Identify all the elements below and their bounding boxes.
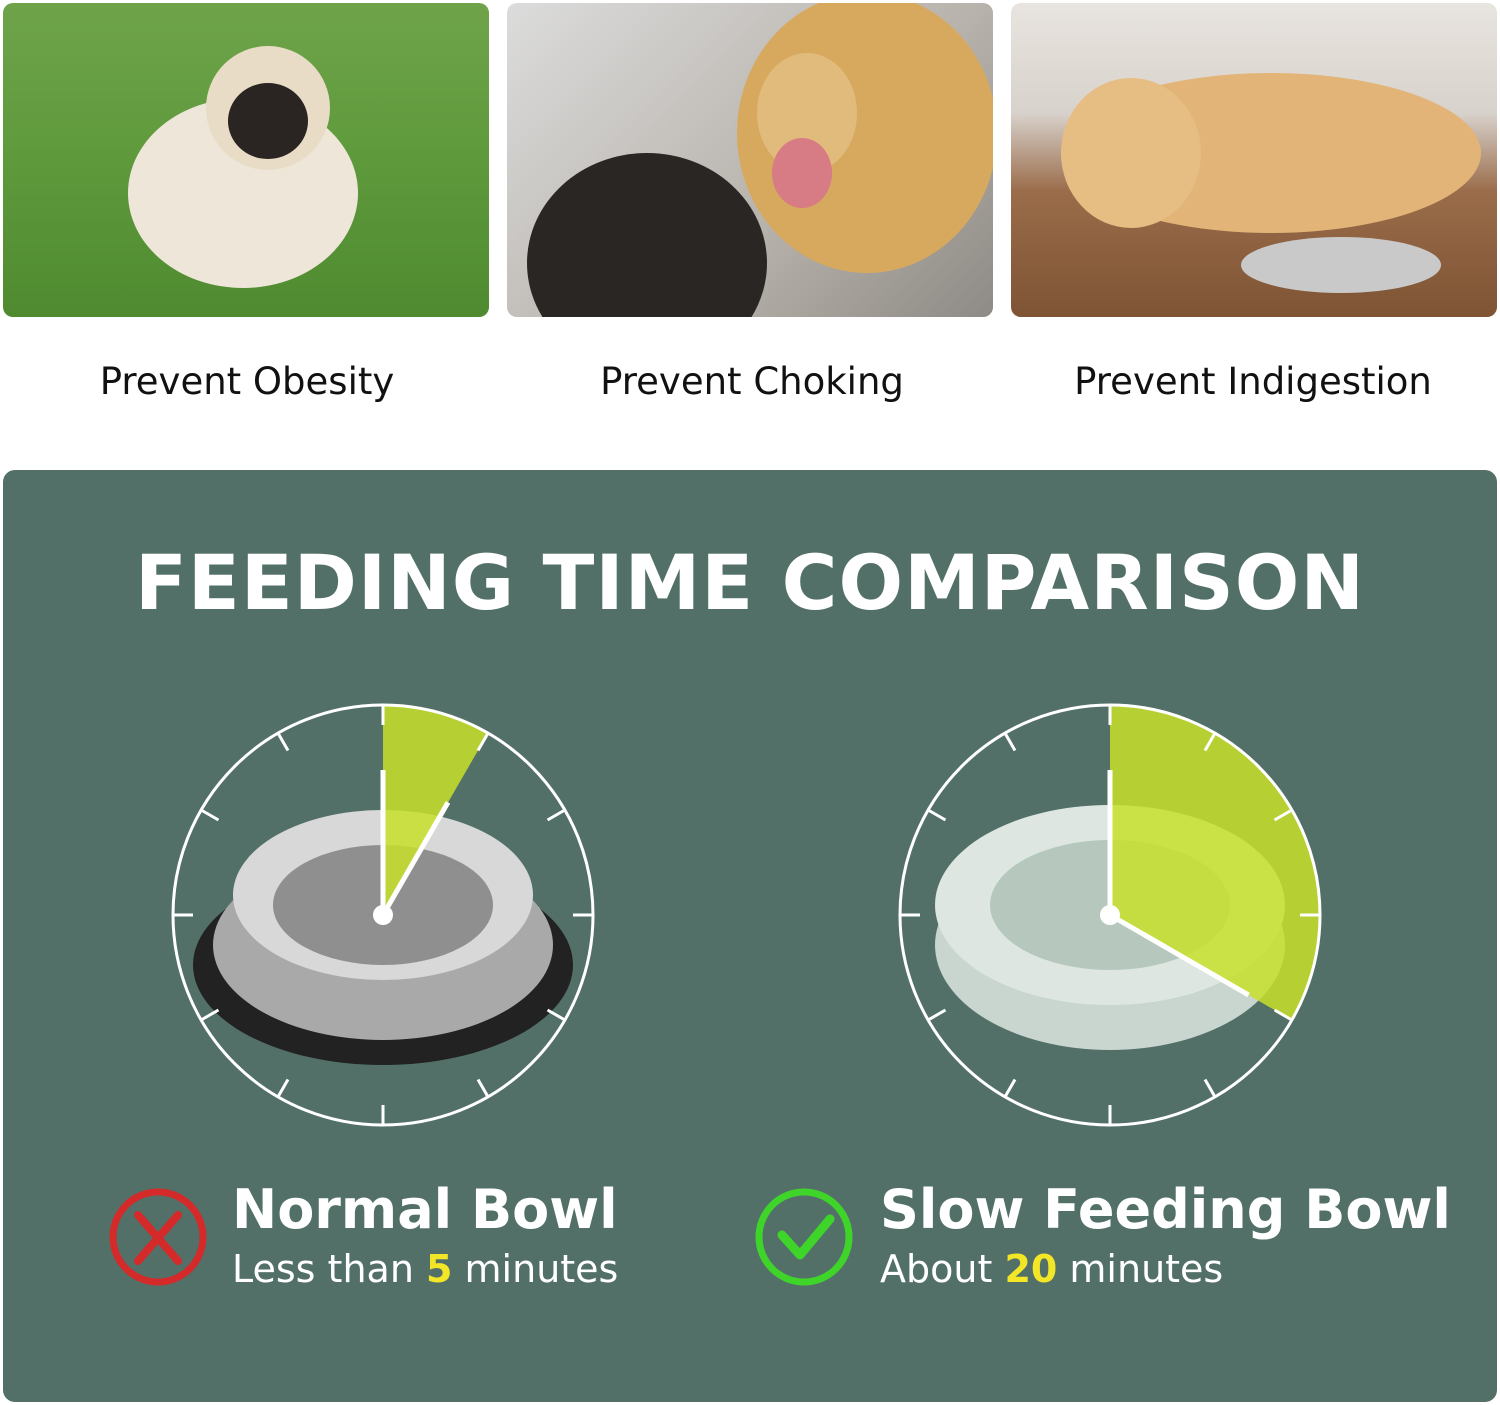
clock-tick — [927, 1008, 947, 1022]
clock-center — [1100, 905, 1120, 925]
comparison-title: FEEDING TIME COMPARISON — [135, 538, 1365, 627]
clock-tick — [1203, 732, 1217, 752]
clock-tick — [276, 1078, 290, 1098]
x-circle-icon — [109, 1188, 207, 1286]
minute-end-hand — [1108, 912, 1250, 998]
slow-bowl-clock — [898, 703, 1322, 1127]
benefit-caption-obesity: Prevent Obesity — [99, 360, 395, 403]
slow-bowl-name: Slow Feeding Bowl — [880, 1178, 1451, 1241]
slow-bowl-label: Slow Feeding Bowl About 20 minutes — [880, 1178, 1451, 1296]
benefit-caption-choking: Prevent Choking — [600, 360, 904, 403]
normal-bowl-clock — [171, 703, 595, 1127]
time-prefix: About — [880, 1247, 1005, 1291]
clock-tick — [927, 808, 947, 822]
clock-tick — [276, 732, 290, 752]
labrador-photo — [1011, 3, 1497, 317]
time-prefix: Less than — [232, 1247, 426, 1291]
time-wedge — [1110, 705, 1320, 1020]
time-suffix: minutes — [452, 1247, 619, 1291]
benefit-caption-indigestion: Prevent Indigestion — [1074, 360, 1432, 403]
clock-center — [373, 905, 393, 925]
normal-bowl-time: Less than 5 minutes — [232, 1242, 618, 1296]
clock-tick — [546, 1008, 566, 1022]
clock-tick — [200, 1008, 220, 1022]
clock-tick — [1273, 808, 1293, 822]
clock-tick — [1003, 732, 1017, 752]
clock-tick — [476, 1078, 490, 1098]
clock-tick — [1273, 1008, 1293, 1022]
time-value: 20 — [1004, 1247, 1058, 1291]
minute-end-hand — [380, 801, 451, 917]
clock-tick — [476, 732, 490, 752]
clock-tick — [1003, 1078, 1017, 1098]
normal-bowl-label: Normal Bowl Less than 5 minutes — [232, 1178, 618, 1296]
time-value: 5 — [426, 1247, 453, 1291]
clock-tick — [546, 808, 566, 822]
retriever-photo — [507, 3, 993, 317]
time-suffix: minutes — [1057, 1247, 1224, 1291]
clock-tick — [200, 808, 220, 822]
time-wedge — [383, 705, 488, 915]
pug-photo — [3, 3, 489, 317]
slow-bowl-time: About 20 minutes — [880, 1242, 1451, 1296]
clock-tick — [1203, 1078, 1217, 1098]
check-circle-icon — [755, 1188, 853, 1286]
normal-bowl-name: Normal Bowl — [232, 1178, 618, 1241]
